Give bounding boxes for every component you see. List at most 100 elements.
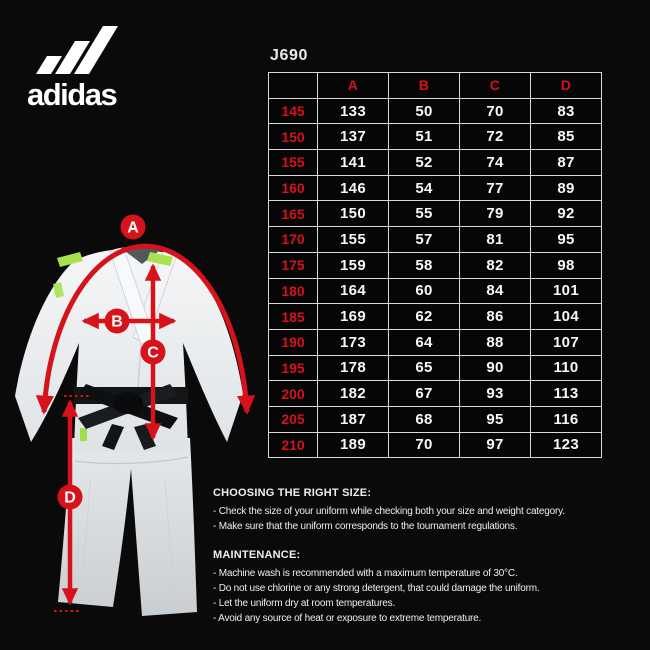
- table-row: 170 155 57 81 95: [268, 226, 602, 253]
- measurement-cell: 79: [459, 200, 531, 228]
- corner-cell: [268, 72, 318, 99]
- measurement-cell: 70: [459, 97, 531, 125]
- instruction-line: - Avoid any source of heat or exposure t…: [213, 613, 482, 624]
- size-cell: 150: [268, 123, 318, 151]
- size-cell: 155: [268, 149, 318, 176]
- measurement-cell: 150: [317, 200, 389, 228]
- measurement-cell: 178: [317, 354, 389, 382]
- table-row: 160 146 54 77 89: [268, 174, 602, 202]
- measurement-cell: 60: [388, 277, 460, 305]
- measure-label-d: D: [64, 490, 76, 507]
- measurement-cell: 62: [388, 303, 460, 330]
- table-row: 195 178 65 90 110: [268, 354, 602, 382]
- size-cell: 165: [268, 200, 318, 228]
- size-cell: 170: [268, 226, 318, 253]
- section-heading: MAINTENANCE:: [213, 549, 301, 561]
- measurement-cell: 164: [317, 277, 389, 305]
- table-row: 180 164 60 84 101: [268, 277, 602, 305]
- measurement-cell: 50: [388, 97, 460, 125]
- column-header: C: [459, 72, 531, 99]
- measurement-cell: 95: [459, 405, 531, 433]
- size-cell: 210: [268, 431, 318, 459]
- measurement-cell: 72: [459, 123, 531, 151]
- measurement-cell: 93: [459, 380, 531, 407]
- measurement-cell: 133: [317, 97, 389, 125]
- measurement-cell: 54: [388, 174, 460, 202]
- table-row: 210 189 70 97 123: [268, 431, 602, 459]
- measurement-cell: 68: [388, 405, 460, 433]
- measurement-cell: 64: [388, 328, 460, 356]
- measurement-cell: 113: [530, 380, 602, 407]
- table-row: 165 150 55 79 92: [268, 200, 602, 228]
- judogi-measurement-diagram: A B C D: [15, 214, 256, 616]
- maintenance-bullets: - Machine wash is recommended with a max…: [213, 566, 649, 626]
- measurement-cell: 87: [530, 149, 602, 176]
- measurement-cell: 95: [530, 226, 602, 253]
- size-table: A B C D 145 133 50 70 83 150 137 51 72 8…: [268, 72, 602, 459]
- table-row: 150 137 51 72 85: [268, 123, 602, 151]
- measure-label-c: C: [147, 345, 159, 362]
- measurement-cell: 86: [459, 303, 531, 330]
- measurement-cell: 169: [317, 303, 389, 330]
- measure-label-b: B: [111, 314, 123, 331]
- gi-pants: [58, 438, 197, 616]
- measurement-cell: 52: [388, 149, 460, 176]
- adidas-wordmark: adidas: [28, 77, 116, 110]
- measurement-cell: 70: [388, 431, 460, 459]
- measurement-cell: 84: [459, 277, 531, 305]
- measurement-cell: 67: [388, 380, 460, 407]
- measurement-cell: 155: [317, 226, 389, 253]
- adidas-logo-bars-icon: [36, 26, 118, 74]
- instruction-line: - Let the uniform dry at room temperatur…: [213, 598, 396, 609]
- measurement-cell: 90: [459, 354, 531, 382]
- shoulder-patches: [53, 252, 173, 441]
- table-body: 145 133 50 70 83 150 137 51 72 85 155 14…: [268, 97, 602, 459]
- section-heading: CHOOSING THE RIGHT SIZE:: [213, 487, 372, 499]
- measurement-cell: 89: [530, 174, 602, 202]
- measurement-cell: 173: [317, 328, 389, 356]
- measurement-cell: 92: [530, 200, 602, 228]
- measurement-cell: 85: [530, 123, 602, 151]
- measure-arc-a: [35, 243, 256, 415]
- measurement-cell: 189: [317, 431, 389, 459]
- size-cell: 145: [268, 97, 318, 125]
- table-header-row: A B C D: [268, 72, 602, 99]
- measurement-cell: 116: [530, 405, 602, 433]
- instructions: CHOOSING THE RIGHT SIZE: - Check the siz…: [213, 486, 649, 626]
- measurement-cell: 110: [530, 354, 602, 382]
- instruction-line: - Machine wash is recommended with a max…: [213, 568, 518, 579]
- measurement-cell: 82: [459, 251, 531, 279]
- size-cell: 200: [268, 380, 318, 407]
- size-cell: 205: [268, 405, 318, 433]
- neck-opening: [121, 248, 163, 264]
- size-cell: 175: [268, 251, 318, 279]
- measurement-cell: 182: [317, 380, 389, 407]
- instruction-line: - Make sure that the uniform corresponds…: [213, 521, 518, 532]
- measurement-cell: 55: [388, 200, 460, 228]
- measurement-cell: 58: [388, 251, 460, 279]
- instruction-line: - Check the size of your uniform while c…: [213, 506, 565, 517]
- measurement-badges: A B C D: [57, 214, 166, 510]
- measurement-cell: 187: [317, 405, 389, 433]
- measure-label-a: A: [127, 220, 139, 237]
- measurement-cell: 51: [388, 123, 460, 151]
- measurement-cell: 141: [317, 149, 389, 176]
- table-row: 190 173 64 88 107: [268, 328, 602, 356]
- gi-jacket: [15, 247, 243, 452]
- measurement-cell: 83: [530, 97, 602, 125]
- column-header: B: [388, 72, 460, 99]
- measurement-cell: 77: [459, 174, 531, 202]
- measurement-cell: 101: [530, 277, 602, 305]
- maintenance-section: MAINTENANCE: - Machine wash is recommend…: [213, 548, 649, 626]
- size-cell: 160: [268, 174, 318, 202]
- size-cell: 190: [268, 328, 318, 356]
- product-code: J690: [270, 47, 308, 64]
- measurement-cell: 107: [530, 328, 602, 356]
- measurement-cell: 104: [530, 303, 602, 330]
- table-row: 200 182 67 93 113: [268, 380, 602, 407]
- table-row: 175 159 58 82 98: [268, 251, 602, 279]
- measurement-cell: 81: [459, 226, 531, 253]
- measurement-cell: 159: [317, 251, 389, 279]
- measurement-cell: 97: [459, 431, 531, 459]
